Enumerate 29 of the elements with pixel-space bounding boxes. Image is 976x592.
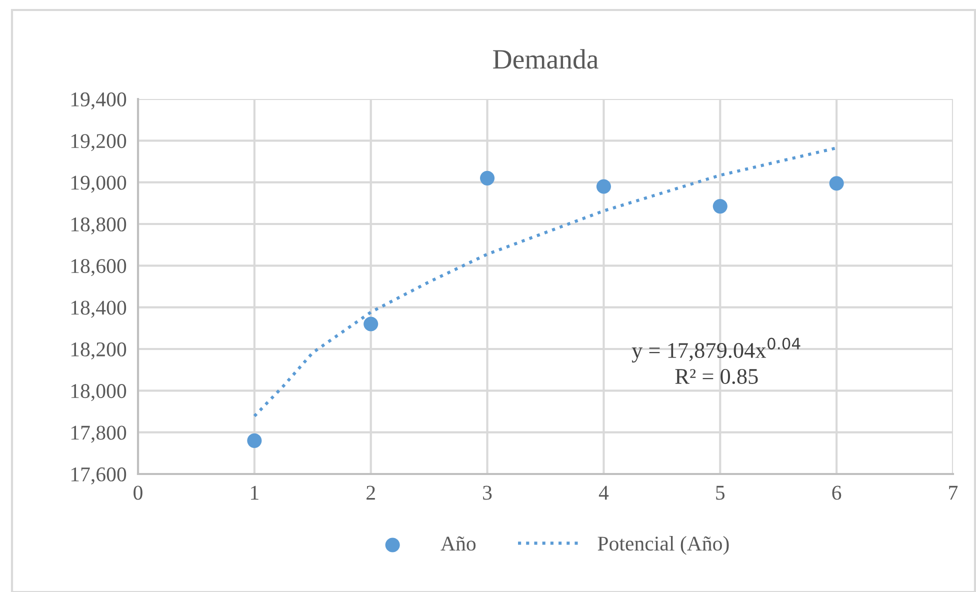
x-tick-label: 2	[366, 486, 375, 500]
x-tick-label: 4	[598, 486, 609, 500]
y-tick-label: 19,000	[71, 176, 126, 193]
point	[480, 170, 495, 186]
point	[712, 199, 728, 214]
y-tick-label: 18,000	[71, 384, 126, 402]
x-tick-label: 6	[832, 486, 842, 500]
y-tick-label: 17,600	[71, 467, 126, 484]
x-tick-label: 5	[716, 486, 725, 500]
x-tick-label: 0	[134, 486, 142, 500]
point	[364, 316, 378, 332]
chart-title: Demanda	[493, 49, 598, 69]
x-tick-label: 3	[483, 486, 492, 500]
y-tick-label: 18,800	[71, 217, 126, 234]
legend-label: Año	[440, 536, 476, 551]
x-tick-label: 1	[251, 486, 258, 500]
y-tick-label: 17,800	[71, 426, 126, 443]
y-tick-label: 18,400	[71, 300, 126, 318]
point	[596, 179, 611, 194]
x-tick-label: 7	[949, 486, 958, 500]
annotation: y = 17,879.04x$^{0.04}$	[632, 338, 800, 363]
point	[829, 176, 844, 191]
y-tick-label: 18,200	[71, 342, 126, 360]
legend-label: Potencial (Año)	[598, 536, 729, 555]
y-tick-label: 19,200	[71, 134, 126, 152]
point	[247, 433, 262, 448]
annotation: R² = 0.85	[675, 368, 758, 384]
y-tick-label: 18,600	[71, 259, 126, 276]
y-tick-label: 19,400	[71, 92, 126, 110]
